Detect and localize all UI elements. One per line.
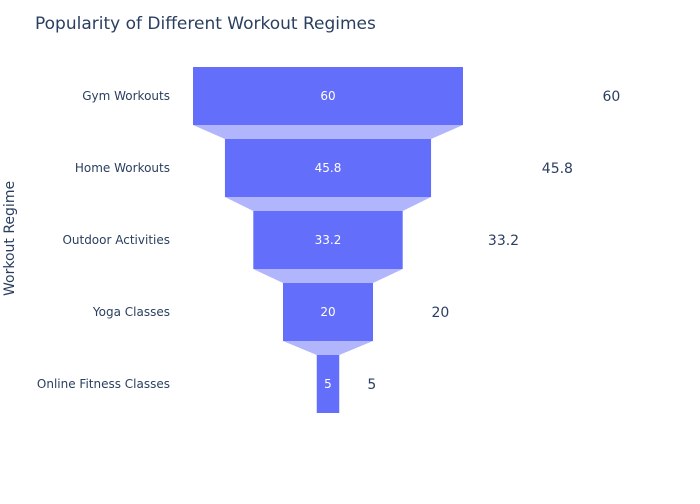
bar-inside-label: 33.2 [315, 233, 342, 247]
funnel-bar [316, 355, 340, 413]
y-axis-label: Workout Regime [2, 180, 18, 296]
bar-outside-label: 60 [603, 89, 621, 105]
category-tick-label: Home Workouts [75, 161, 170, 175]
funnel-bar [253, 211, 403, 269]
bar-outside-label: 20 [432, 305, 450, 321]
funnel-bar [283, 283, 373, 341]
bar-inside-label: 20 [320, 305, 335, 319]
chart-title: Popularity of Different Workout Regimes [35, 14, 376, 34]
funnel-connector [253, 269, 403, 283]
category-tick-label: Yoga Classes [92, 305, 170, 319]
funnel-bar [224, 139, 432, 197]
bar-outside-label: 33.2 [488, 233, 519, 249]
bar-inside-label: 60 [320, 89, 335, 103]
bar-outside-label: 5 [367, 377, 376, 393]
bar-inside-label: 45.8 [315, 161, 342, 175]
funnel-connector [283, 341, 373, 355]
category-tick-label: Gym Workouts [82, 89, 170, 103]
funnel-bar [193, 67, 463, 125]
funnel-connector [224, 197, 432, 211]
category-tick-label: Online Fitness Classes [37, 377, 170, 391]
bar-inside-label: 5 [324, 377, 332, 391]
category-tick-label: Outdoor Activities [62, 233, 170, 247]
funnel-connector [193, 125, 463, 139]
bar-outside-label: 45.8 [542, 161, 573, 177]
